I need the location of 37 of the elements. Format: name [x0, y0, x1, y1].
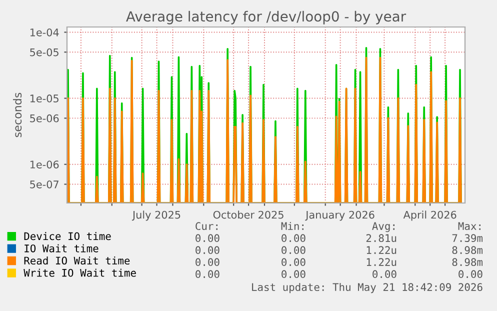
y-tick-label: 1e-04: [30, 28, 59, 36]
legend-label: IO Wait time: [24, 244, 98, 252]
y-tick-label: 1e-06: [30, 160, 59, 168]
legend-label: Read IO Wait time: [24, 256, 130, 265]
x-tick-label: April 2026: [403, 210, 456, 221]
x-tick-label: July 2025: [132, 210, 180, 221]
text: 2.81u: [366, 234, 396, 242]
y-tick-label: 5e-06: [30, 114, 59, 122]
text: 1.22u: [366, 258, 396, 266]
text: Avg:: [372, 222, 394, 232]
text: 0.00: [196, 246, 220, 254]
text: 7.39m: [452, 234, 483, 242]
text: 0.00: [282, 258, 306, 266]
text: 0.00: [282, 270, 306, 278]
text: 1.22u: [366, 246, 396, 254]
y-axis-title: seconds: [13, 92, 22, 138]
text: 0.00: [282, 246, 306, 254]
y-tick-label: 5e-07: [30, 180, 58, 188]
text: Min:: [281, 222, 304, 230]
text: Last update: Thu May 21 18:42:09 2026: [252, 282, 482, 294]
text: 0.00: [196, 270, 220, 278]
text: Cur:: [196, 222, 218, 230]
text: 0.00: [458, 270, 482, 278]
text: Max:: [458, 222, 480, 230]
text: 0.00: [372, 270, 396, 278]
x-tick-label: January 2026: [305, 210, 374, 221]
y-tick-label: 5e-05: [30, 48, 58, 56]
chart-title: Average latency for /dev/loop0 - by year: [126, 10, 406, 24]
text: 8.98m: [452, 258, 483, 266]
text: 0.00: [196, 258, 220, 266]
x-tick-label: October 2025: [213, 210, 284, 219]
legend-label: Write IO Wait time: [24, 268, 136, 277]
text: 0.00: [196, 234, 220, 242]
text: 0.00: [282, 234, 306, 242]
legend-label: Device IO time: [24, 232, 111, 240]
y-tick-label: 1e-05: [30, 94, 58, 102]
text: 8.98m: [452, 246, 483, 254]
